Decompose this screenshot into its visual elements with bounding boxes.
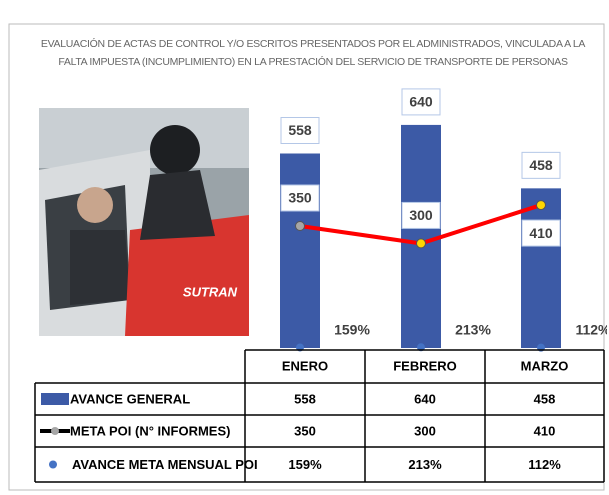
table-cell: 410 — [534, 423, 556, 438]
data-label: 159% — [334, 322, 370, 338]
data-label: 458 — [529, 157, 553, 173]
table-cell: 350 — [294, 423, 316, 438]
line-marker — [417, 239, 426, 248]
line-marker — [296, 222, 305, 231]
table-cell: 300 — [414, 423, 436, 438]
table-cell: 159% — [288, 457, 322, 472]
chart: EVALUACIÓN DE ACTAS DE CONTROL Y/O ESCRI… — [0, 0, 609, 495]
data-label: 350 — [288, 190, 312, 206]
column-header: FEBRERO — [393, 358, 457, 373]
data-label: 410 — [529, 225, 553, 241]
chart-title: EVALUACIÓN DE ACTAS DE CONTROL Y/O ESCRI… — [41, 37, 586, 50]
data-label: 112% — [575, 322, 609, 338]
bar — [521, 188, 561, 348]
line-marker — [537, 201, 546, 210]
bar — [401, 125, 441, 348]
legend-key — [49, 461, 57, 469]
table-cell: 458 — [534, 391, 556, 406]
data-label: 213% — [455, 322, 491, 338]
legend-key — [51, 427, 59, 435]
legend-label: META POI (N° INFORMES) — [70, 423, 230, 438]
legend-key — [41, 393, 69, 405]
column-header: ENERO — [282, 358, 328, 373]
table-cell: 640 — [414, 391, 436, 406]
data-label: 640 — [409, 94, 433, 110]
chart-title: FALTA IMPUESTA (INCUMPLIMIENTO) EN LA PR… — [58, 55, 568, 68]
bar — [280, 153, 320, 348]
table-cell: 213% — [408, 457, 442, 472]
data-label: 558 — [288, 122, 312, 138]
photo-text: SUTRAN — [183, 284, 238, 299]
data-label: 300 — [409, 207, 433, 223]
table-cell: 112% — [528, 457, 561, 472]
legend-label: AVANCE GENERAL — [70, 391, 190, 406]
photo: SUTRAN — [39, 108, 249, 336]
column-header: MARZO — [521, 358, 569, 373]
legend-label: AVANCE META MENSUAL POI — [72, 457, 258, 472]
table-cell: 558 — [294, 391, 316, 406]
